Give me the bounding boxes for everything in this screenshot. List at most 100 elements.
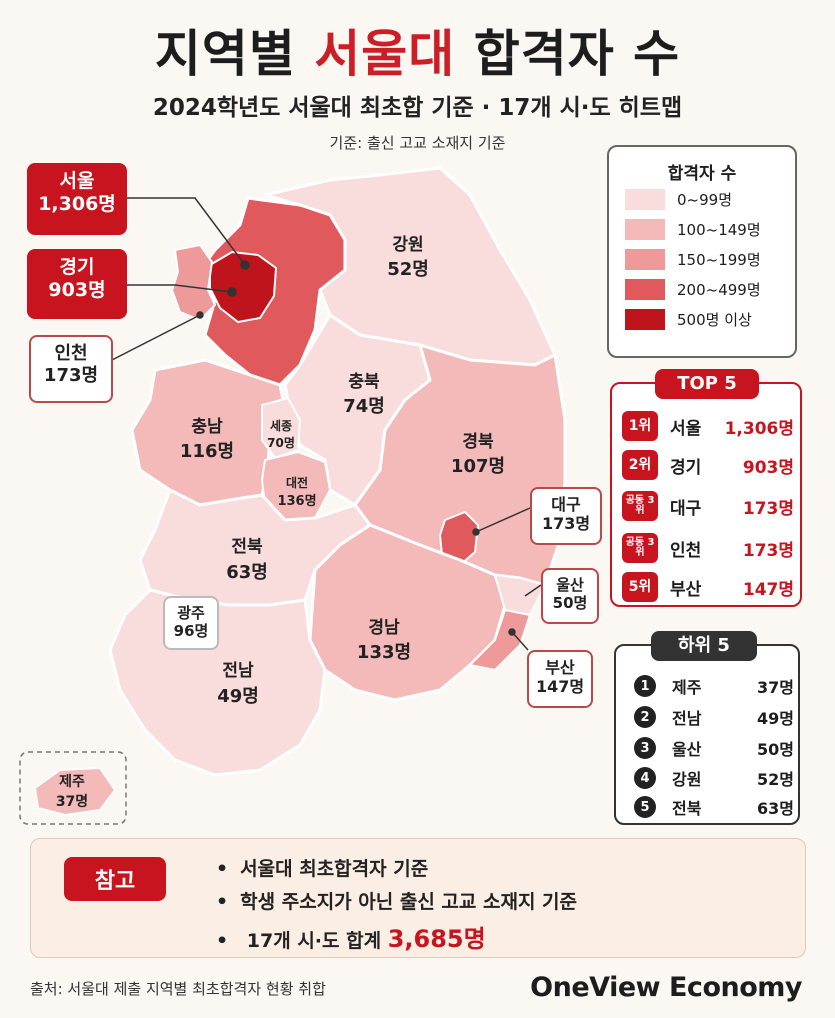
source-credit: 출처: 서울대 제출 지역별 최초합격자 현황 취합	[30, 980, 326, 998]
callout-incheon-value: 173명	[43, 364, 99, 386]
region-daegu[interactable]	[438, 510, 480, 567]
page-title: 지역별 서울대 합격자 수	[0, 14, 835, 86]
rank-badge: 5위	[622, 572, 658, 602]
bottom5-value: 37명	[757, 678, 794, 697]
region-ulsan[interactable]	[493, 573, 547, 617]
bottom5-value: 50명	[757, 740, 794, 759]
label-daejeon-value: 136명	[277, 493, 316, 509]
rank-number: 5	[634, 796, 656, 818]
notes-label: 참고	[64, 857, 166, 901]
callout-ulsan-name: 울산	[556, 576, 584, 594]
legend-item: 100~149명	[625, 214, 795, 244]
note-item: 서울대 최초합격자 기준	[216, 854, 428, 881]
label-chungbuk-name: 충북	[348, 372, 380, 392]
rank-badge: 공동 3위	[622, 491, 658, 521]
top5-value: 147명	[742, 579, 794, 600]
top5-title: TOP 5	[655, 369, 759, 399]
region-sejong[interactable]	[261, 396, 302, 460]
legend: 합격자 수 0~99명 100~149명 150~199명 200~499명 5…	[607, 145, 797, 358]
label-jeonnam-value: 49명	[217, 686, 259, 707]
callout-seoul-name: 서울	[59, 170, 95, 192]
brand-logo: OneView Economy	[530, 972, 802, 1003]
legend-label: 150~199명	[677, 250, 761, 269]
top5-row: 공동 3위 인천 173명	[622, 528, 794, 568]
bottom5-title: 하위 5	[651, 631, 757, 661]
notes-panel: 참고 서울대 최초합격자 기준 학생 주소지가 아닌 출신 고교 소재지 기준 …	[30, 838, 806, 958]
top5-name: 대구	[670, 498, 702, 519]
callout-ulsan-value: 50명	[552, 594, 588, 612]
label-gyeongbuk-value: 107명	[451, 456, 505, 477]
page-subtitle: 2024학년도 서울대 최초합 기준 · 17개 시·도 히트맵	[152, 95, 683, 121]
label-jeonbuk-name: 전북	[231, 537, 263, 557]
label-chungbuk-value: 74명	[343, 396, 385, 417]
bottom5-name: 제주	[672, 678, 702, 697]
rank-badge: 1위	[622, 411, 658, 441]
rank-number: 2	[634, 706, 656, 728]
bottom5-row: 5 전북 63명	[634, 791, 794, 823]
top5-row: 2위 경기 903명	[622, 445, 794, 485]
bottom5-name: 전남	[672, 709, 702, 728]
label-sejong-name: 세종	[270, 418, 292, 433]
bottom5-value: 52명	[757, 770, 794, 789]
top5-value: 903명	[742, 457, 794, 478]
region-incheon[interactable]	[170, 243, 217, 322]
callout-seoul-value: 1,306명	[38, 192, 116, 215]
label-gyeongbuk-name: 경북	[462, 432, 494, 452]
region-jeju[interactable]	[33, 766, 117, 817]
top5-name: 인천	[670, 540, 702, 561]
title-prefix: 지역별	[154, 25, 296, 83]
top5-panel: 1위 서울 1,306명 2위 경기 903명 공동 3위 대구 173명 공동…	[610, 382, 802, 607]
bottom5-name: 울산	[672, 740, 702, 759]
top5-value: 173명	[742, 498, 794, 519]
label-jeonbuk-value: 63명	[226, 562, 268, 583]
top5-value: 1,306명	[724, 418, 794, 439]
callout-gwangju-name: 광주	[177, 604, 205, 622]
title-suffix: 합격자 수	[473, 25, 681, 83]
jeju-inset-frame	[19, 751, 127, 825]
top5-name: 서울	[670, 418, 702, 439]
bottom5-row: 4 강원 52명	[634, 762, 794, 794]
label-gangwon-value: 52명	[387, 259, 429, 280]
legend-item: 0~99명	[625, 184, 795, 214]
bottom5-name: 강원	[672, 770, 702, 789]
callout-gyeonggi-name: 경기	[59, 256, 95, 278]
callout-gyeonggi-value: 903명	[48, 278, 106, 301]
label-chungnam-name: 충남	[191, 417, 223, 437]
callout-busan: 부산 147명	[527, 650, 593, 708]
label-gyeongnam-value: 133명	[357, 642, 411, 663]
callout-gyeonggi: 경기 903명	[27, 249, 127, 319]
top5-name: 부산	[670, 579, 702, 600]
legend-item: 200~499명	[625, 274, 795, 304]
region-busan[interactable]	[467, 608, 532, 672]
top5-row: 5위 부산 147명	[622, 567, 794, 607]
legend-item: 150~199명	[625, 244, 795, 274]
label-chungnam-value: 116명	[180, 441, 234, 462]
legend-label: 200~499명	[677, 280, 761, 299]
rank-badge: 2위	[622, 450, 658, 480]
bottom5-value: 49명	[757, 709, 794, 728]
callout-daegu-name: 대구	[551, 495, 581, 514]
legend-title: 합격자 수	[667, 164, 737, 184]
top5-value: 173명	[742, 540, 794, 561]
top5-name: 경기	[670, 457, 702, 478]
region-seoul[interactable]	[209, 250, 278, 324]
callout-seoul: 서울 1,306명	[27, 163, 127, 235]
label-gyeongnam-name: 경남	[368, 618, 400, 638]
label-daejeon-name: 대전	[286, 475, 308, 490]
label-gangwon-name: 강원	[392, 235, 423, 255]
note-total: 17개 시·도 합계 3,685명	[216, 919, 486, 954]
title-accent: 서울대	[314, 25, 456, 83]
rank-number: 3	[634, 737, 656, 759]
basis-note: 기준: 출신 고교 소재지 기준	[329, 134, 506, 152]
rank-number: 1	[634, 675, 656, 697]
bottom5-name: 전북	[672, 799, 702, 818]
label-jeju-value: 37명	[56, 793, 88, 810]
legend-label: 0~99명	[677, 190, 732, 209]
callout-incheon: 인천 173명	[29, 335, 113, 403]
rank-number: 4	[634, 767, 656, 789]
callout-daegu-value: 173명	[541, 514, 591, 534]
note-total-label: 17개 시·도 합계	[246, 930, 382, 952]
callout-ulsan: 울산 50명	[541, 568, 599, 624]
rank-badge: 공동 3위	[622, 533, 658, 563]
